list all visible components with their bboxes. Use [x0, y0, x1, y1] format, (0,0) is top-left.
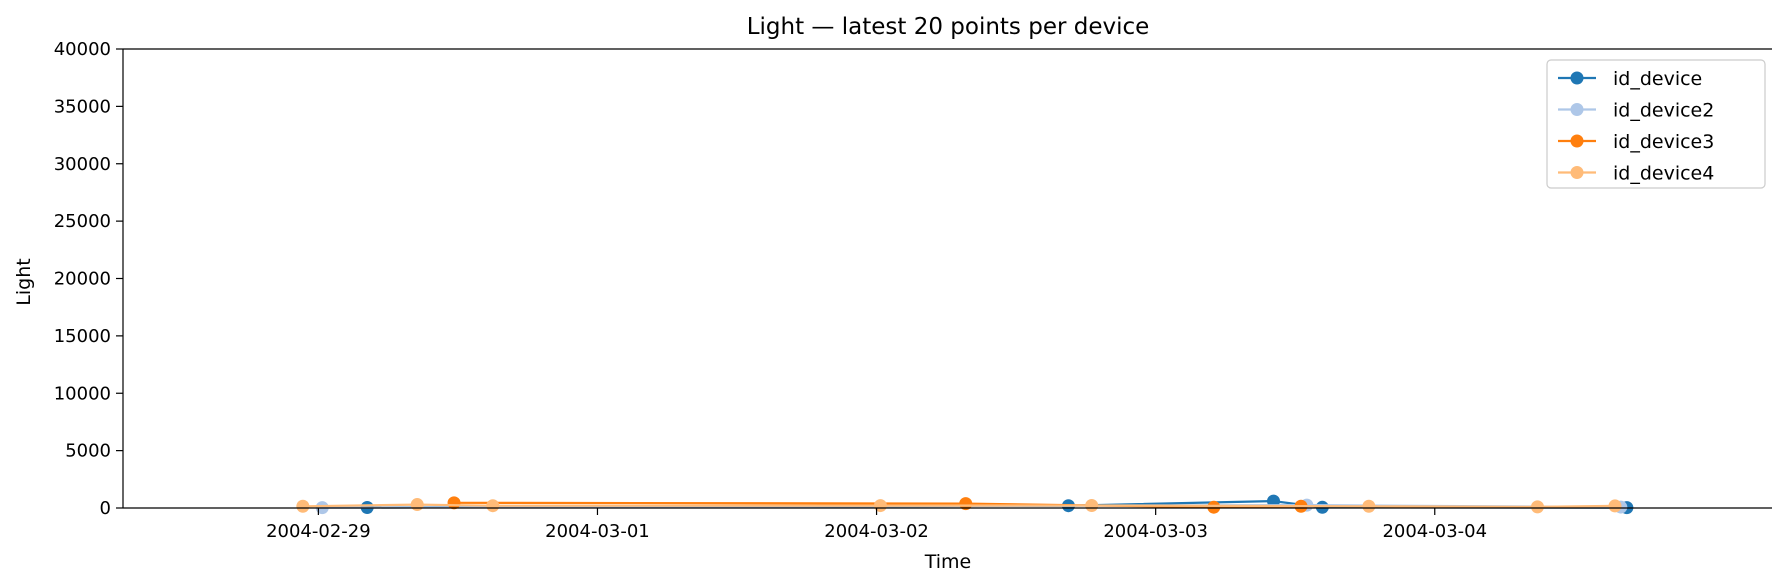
x-tick-label: 2004-02-29	[266, 521, 371, 542]
axes: 0 5000 10000 15000 20000 25000 30000 35000 40000…	[54, 39, 1772, 542]
y-tick-label: 40000	[54, 39, 111, 60]
legend-label: id_device3	[1613, 131, 1714, 153]
legend-marker	[1570, 71, 1584, 85]
y-tick-label: 15000	[54, 326, 111, 347]
legend-marker	[1570, 103, 1584, 116]
y-tick-label: 5000	[65, 441, 111, 462]
legend-label: id_device	[1613, 68, 1702, 90]
data-point	[447, 496, 461, 510]
y-tick-label: 25000	[54, 211, 111, 232]
x-tick-label: 2004-03-02	[824, 521, 929, 542]
data-point	[959, 497, 973, 511]
legend-marker	[1570, 166, 1584, 179]
legend-label: id_device2	[1613, 100, 1714, 122]
y-axis-title: Light	[13, 258, 35, 305]
data-point	[873, 499, 887, 513]
series-line-4	[302, 503, 1616, 509]
legend: id_device id_device2 id_device3 id_device4	[1546, 59, 1766, 189]
data-point	[296, 499, 310, 513]
x-tick-label: 2004-03-01	[545, 521, 650, 542]
x-tick-label: 2004-03-04	[1382, 521, 1487, 542]
x-axis-title: Time	[924, 551, 972, 573]
data-point	[1362, 499, 1376, 513]
chart-title: Light — latest 20 points per device	[747, 14, 1150, 40]
data-point	[1530, 500, 1544, 514]
y-tick-label: 0	[100, 498, 111, 519]
data-point	[1608, 499, 1622, 513]
data-point	[486, 499, 500, 513]
data-point	[1085, 498, 1099, 512]
data-point	[1315, 500, 1329, 514]
y-tick-label: 35000	[54, 96, 111, 117]
y-tick-label: 30000	[54, 154, 111, 175]
legend-box	[1546, 59, 1766, 189]
x-tick-label: 2004-03-03	[1103, 521, 1208, 542]
y-tick-label: 20000	[54, 269, 111, 290]
data-point	[410, 498, 424, 512]
y-tick-label: 10000	[54, 383, 111, 404]
legend-marker	[1570, 134, 1584, 148]
data-point	[1207, 500, 1221, 514]
legend-label: id_device4	[1613, 163, 1714, 185]
